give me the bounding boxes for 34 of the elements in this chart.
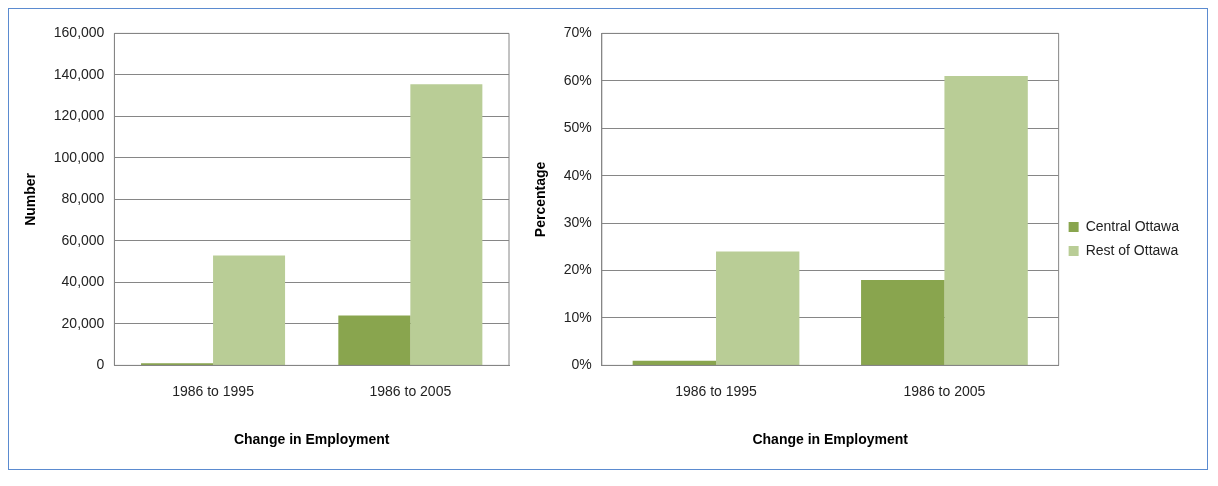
bar bbox=[338, 315, 411, 365]
bar bbox=[944, 76, 1028, 365]
y-tick-label: 60,000 bbox=[61, 231, 105, 248]
y-tick-label: 0% bbox=[571, 356, 592, 373]
y-tick-label: 10% bbox=[563, 308, 592, 325]
y-tick-label: 40% bbox=[563, 166, 592, 183]
y-tick-label: 60% bbox=[563, 71, 592, 88]
x-tick-label: 1986 to 2005 bbox=[903, 382, 986, 399]
x-tick-label: 1986 to 1995 bbox=[675, 382, 758, 399]
y-tick-label: 120,000 bbox=[53, 107, 105, 124]
legend-label: Central Ottawa bbox=[1085, 217, 1180, 234]
y-tick-label: 40,000 bbox=[61, 273, 105, 290]
y-tick-label: 100,000 bbox=[53, 148, 105, 165]
y-tick-label: 0 bbox=[96, 356, 105, 373]
y-tick-label: 50% bbox=[563, 119, 592, 136]
y-tick-label: 80,000 bbox=[61, 190, 105, 207]
bar bbox=[716, 251, 800, 365]
x-tick-label: 1986 to 1995 bbox=[172, 382, 255, 399]
bar bbox=[410, 84, 483, 365]
y-tick-label: 30% bbox=[563, 213, 592, 230]
bar bbox=[213, 255, 286, 365]
y-tick-label: 20% bbox=[563, 261, 592, 278]
y-tick-label: 70% bbox=[563, 24, 592, 41]
y-tick-label: 140,000 bbox=[53, 65, 105, 82]
bar bbox=[632, 360, 717, 365]
y-axis-title: Number bbox=[22, 172, 39, 226]
bar bbox=[861, 280, 945, 365]
x-axis-title: Change in Employment bbox=[752, 431, 909, 448]
y-tick-label: 20,000 bbox=[61, 314, 105, 331]
y-axis-title: Percentage bbox=[532, 161, 549, 238]
y-tick-label: 160,000 bbox=[53, 24, 105, 41]
x-tick-label: 1986 to 2005 bbox=[369, 382, 452, 399]
x-axis-title: Change in Employment bbox=[233, 431, 390, 448]
legend-label: Rest of Ottawa bbox=[1085, 241, 1179, 258]
